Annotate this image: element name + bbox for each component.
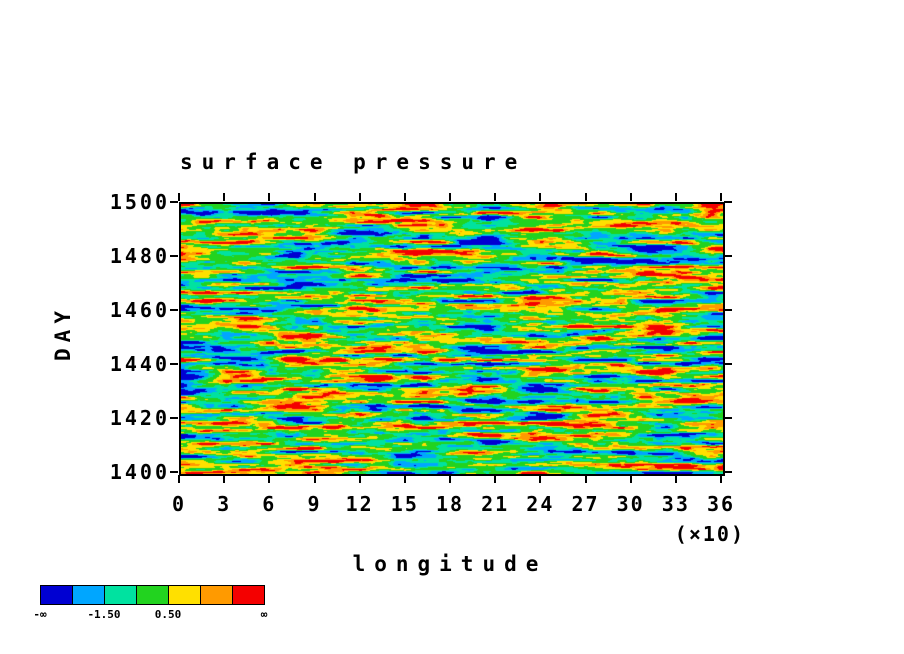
tick-mark <box>358 475 361 483</box>
x-tick-label: 27 <box>571 492 600 516</box>
x-tick-label: 3 <box>217 492 232 516</box>
tick-mark <box>403 193 406 201</box>
colorbar-segment <box>136 585 169 605</box>
tick-mark <box>584 475 587 483</box>
x-tick-label: 36 <box>706 492 736 516</box>
y-axis-label: DAY <box>51 305 75 361</box>
tick-mark <box>539 475 542 483</box>
tick-mark <box>178 475 180 483</box>
colorbar-label: 0.50 <box>154 608 182 621</box>
x-tick-label: 15 <box>390 492 419 516</box>
x-tick-label: 24 <box>526 492 555 516</box>
tick-mark <box>223 193 226 201</box>
y-tick-label: 1420 <box>109 406 170 430</box>
tick-mark <box>674 193 677 201</box>
tick-mark <box>313 193 316 201</box>
tick-mark <box>449 193 451 201</box>
tick-mark <box>449 475 451 483</box>
y-tick-label: 1460 <box>109 298 170 322</box>
tick-mark <box>494 193 497 201</box>
tick-mark <box>494 475 497 483</box>
tick-mark <box>170 471 178 473</box>
tick-mark <box>170 255 178 257</box>
tick-mark <box>724 363 732 365</box>
plot-area <box>179 202 725 476</box>
colorbar-segment <box>168 585 201 605</box>
x-axis-units: (×10) <box>674 522 745 546</box>
colorbar-segment <box>200 585 233 605</box>
tick-mark <box>403 475 406 483</box>
x-tick-label: 18 <box>435 492 465 516</box>
x-tick-label: 6 <box>262 492 277 516</box>
tick-mark <box>268 475 271 483</box>
colorbar-label: -∞ <box>33 608 47 621</box>
colorbar-segment <box>72 585 105 605</box>
tick-mark <box>720 193 722 201</box>
tick-mark <box>724 309 732 311</box>
x-axis-label: longitude <box>352 552 548 576</box>
chart-title: surface pressure <box>180 150 527 174</box>
y-tick-label: 1480 <box>109 244 170 268</box>
x-tick-label: 33 <box>661 492 690 516</box>
tick-mark <box>170 201 178 203</box>
y-tick-label: 1500 <box>109 190 170 214</box>
tick-mark <box>629 193 632 201</box>
tick-mark <box>629 475 632 483</box>
x-tick-label: 12 <box>345 492 374 516</box>
tick-mark <box>358 193 361 201</box>
y-tick-label: 1440 <box>109 352 170 376</box>
tick-mark <box>724 417 732 419</box>
tick-mark <box>724 255 732 257</box>
tick-mark <box>268 193 271 201</box>
colorbar-segment <box>104 585 137 605</box>
colorbar-label: -1.50 <box>87 608 121 621</box>
colorbar-segment <box>40 585 73 605</box>
tick-mark <box>720 475 722 483</box>
y-tick-label: 1400 <box>109 460 170 484</box>
tick-mark <box>724 471 732 473</box>
tick-mark <box>313 475 316 483</box>
x-tick-label: 21 <box>481 492 510 516</box>
tick-mark <box>584 193 587 201</box>
colorbar-label: ∞ <box>260 608 268 621</box>
tick-mark <box>170 363 178 365</box>
x-tick-label: 30 <box>616 492 645 516</box>
tick-mark <box>223 475 226 483</box>
tick-mark <box>170 309 178 311</box>
tick-mark <box>674 475 677 483</box>
heatmap-canvas <box>181 204 723 474</box>
tick-mark <box>170 417 178 419</box>
tick-mark <box>724 201 732 203</box>
tick-mark <box>539 193 542 201</box>
x-tick-label: 0 <box>171 492 187 516</box>
x-tick-label: 9 <box>307 492 322 516</box>
tick-mark <box>178 193 180 201</box>
colorbar-segment <box>232 585 265 605</box>
